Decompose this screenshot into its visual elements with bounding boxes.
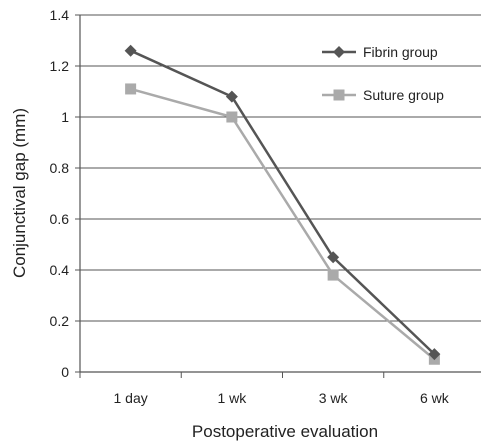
legend: Fibrin group Suture group <box>322 44 444 103</box>
legend-label: Fibrin group <box>363 44 438 60</box>
y-tick-label: 1.2 <box>50 58 70 74</box>
y-tick-label: 0 <box>61 364 69 380</box>
series-line <box>130 87 436 361</box>
series-1 <box>125 83 440 365</box>
legend-item: Fibrin group <box>322 44 438 60</box>
data-point <box>226 111 238 123</box>
x-tick-label: 1 day <box>114 390 148 406</box>
y-tick-label: 0.6 <box>50 211 70 227</box>
legend-item: Suture group <box>322 87 444 103</box>
legend-marker <box>333 46 345 58</box>
data-point <box>327 251 340 264</box>
legend-marker <box>333 89 345 101</box>
x-tick-label: 1 wk <box>217 390 247 406</box>
y-tick-label: 0.8 <box>50 160 70 176</box>
x-axis-title: Postoperative evaluation <box>192 422 378 441</box>
data-point <box>125 83 137 95</box>
y-tick-label: 1 <box>61 109 69 125</box>
series-0 <box>124 44 441 361</box>
legend-label: Suture group <box>363 87 444 103</box>
data-point <box>124 44 137 57</box>
x-tick-labels: 1 day 1 wk 3 wk 6 wk <box>79 372 450 406</box>
x-tick-label: 3 wk <box>319 390 349 406</box>
y-tick-label: 0.4 <box>50 262 70 278</box>
data-point <box>225 90 238 103</box>
series-line <box>130 49 436 356</box>
y-tick-labels: 0 0.2 0.4 0.6 0.8 1 1.2 1.4 <box>50 7 80 380</box>
y-tick-label: 0.2 <box>50 313 70 329</box>
series <box>124 44 441 365</box>
y-axis-title: Conjunctival gap (mm) <box>10 108 29 278</box>
grid-lines <box>80 14 481 322</box>
x-tick-label: 6 wk <box>420 390 450 406</box>
data-point <box>327 269 339 281</box>
y-tick-label: 1.4 <box>50 7 70 23</box>
data-point <box>428 348 441 361</box>
